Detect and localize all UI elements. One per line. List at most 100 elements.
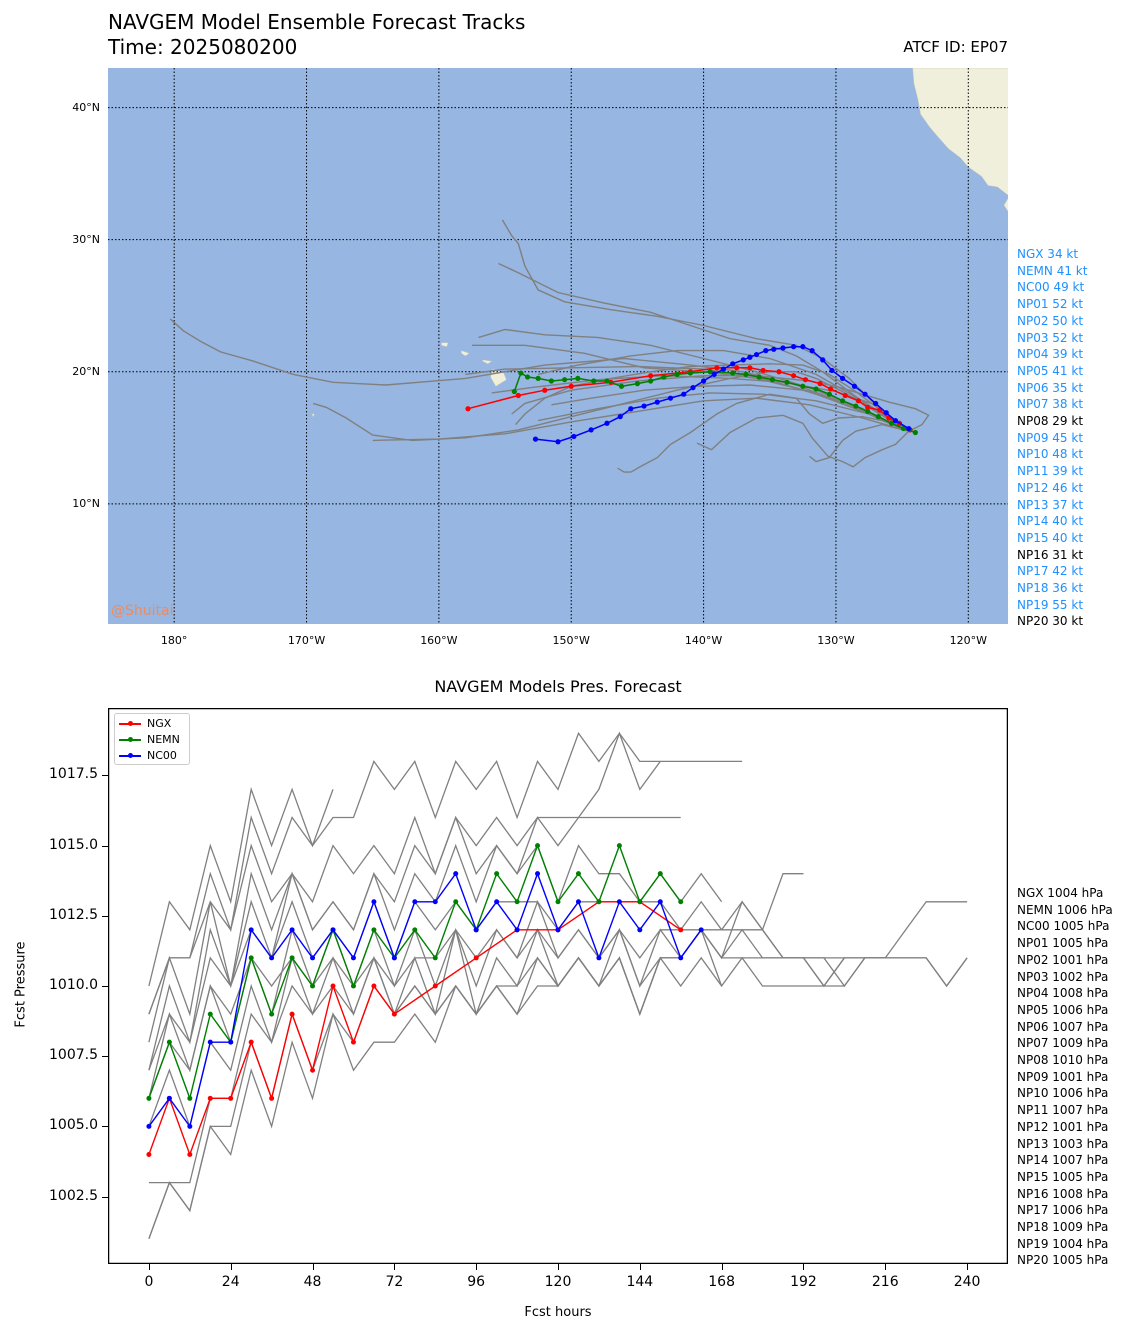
pressure-list-item: NP19 1004 hPa [1017,1236,1109,1251]
x-tick-mark [230,1264,232,1270]
intensity-list-item: NP07 38 kt [1017,397,1084,412]
track-point-nc00 [571,433,577,440]
point-nc00 [535,871,541,877]
map-lon-label: 150°W [552,634,590,647]
track-point-ngx [568,383,574,389]
point-nc00 [494,899,500,905]
track-member [551,384,910,432]
point-nemn [310,983,316,989]
y-tick-mark [102,1056,108,1058]
x-tick-mark [476,1264,478,1270]
legend-swatch [119,753,141,758]
point-nc00 [330,927,336,933]
track-point-nemn [604,378,610,384]
track-point-nemn [661,374,667,380]
track-point-nc00 [641,403,647,409]
track-point-nemn [813,386,819,392]
y-tick-mark [102,986,108,987]
x-tick-mark [148,1264,150,1270]
point-nc00 [289,927,295,933]
point-nc00 [432,899,438,905]
track-point-nemn [648,378,654,384]
track-point-ngx [842,392,848,399]
track-point-nemn [756,374,762,380]
pressure-list-item: NP02 1001 hPa [1017,952,1109,967]
point-nc00 [166,1095,172,1101]
pressure-list-item: NP14 1007 hPa [1017,1153,1109,1168]
land-baja [1003,197,1008,212]
track-point-nc00 [747,354,753,360]
intensity-list-item: NP12 46 kt [1017,480,1084,495]
point-nc00 [412,899,418,905]
series-member [148,731,743,1015]
y-tick-label: 1010.0 [49,977,98,993]
track-point-ngx [776,369,782,375]
track-point-nc00 [667,395,674,401]
point-nemn [350,983,356,989]
track-point-ngx [828,386,834,392]
track-point-nc00 [690,385,696,391]
x-tick-label: 144 [626,1274,654,1290]
x-tick-label: 192 [790,1274,817,1290]
point-nc00 [616,899,622,905]
watermark: @Shuitai [111,603,174,619]
point-nemn [494,871,500,877]
point-ngx [350,1039,356,1045]
legend-marker [128,737,133,742]
y-tick-label: 1017.5 [49,766,98,783]
track-point-nc00 [617,414,623,420]
x-tick-label: 120 [544,1274,572,1290]
track-member [809,423,909,463]
pressure-list-item: NP12 1001 hPa [1017,1119,1109,1134]
track-member [696,414,910,468]
track-point-nemn [634,381,641,387]
track-point-nc00 [700,378,707,384]
point-nc00 [698,927,704,933]
point-nemn [453,899,459,905]
point-nc00 [575,899,581,905]
point-nc00 [207,1039,213,1045]
x-tick-mark [558,1264,559,1270]
pressure-list-item: NP05 1006 hPa [1017,1002,1109,1017]
pressure-list-item: NP01 1005 hPa [1017,936,1109,951]
intensity-list-item: NP19 55 kt [1017,597,1084,612]
intensity-list-item: NP15 40 kt [1017,530,1084,545]
pressure-x-axis-label: Fcst hours [524,1305,592,1320]
pressure-list-item: NP06 1007 hPa [1017,1019,1109,1034]
track-point-nemn [900,425,907,432]
land-california-coast [912,68,1008,196]
point-nc00 [269,955,275,961]
legend-entry: NGX [119,717,171,731]
point-nemn [371,927,377,933]
intensity-list-item: NGX 34 kt [1017,247,1079,261]
track-point-nc00 [730,361,736,367]
point-nemn [146,1095,152,1101]
point-ngx [146,1151,152,1157]
pressure-chart [108,708,1008,1264]
track-point-ngx [542,387,548,393]
point-nemn [535,843,541,849]
point-ngx [207,1095,213,1101]
point-nemn [187,1095,193,1101]
y-tick-label: 1005.0 [49,1117,98,1134]
track-point-nemn [875,414,881,420]
pressure-list-item: NGX 1004 hPa [1017,886,1104,900]
track-point-nemn [518,370,524,376]
track-point-nc00 [654,399,660,405]
track-point-ngx [817,381,823,387]
land-johnston [311,413,315,418]
track-point-nc00 [800,344,806,350]
intensity-list-item: NP02 50 kt [1017,313,1084,328]
point-ngx [269,1095,275,1101]
x-tick-label: 72 [385,1274,404,1290]
track-point-nemn [562,377,568,383]
track-point-nemn [730,370,736,376]
y-tick-mark [102,775,108,777]
map-lon-label: 180° [160,634,188,647]
intensity-list-item: NP13 37 kt [1017,497,1084,512]
point-nc00 [514,927,520,933]
x-tick-label: 24 [221,1274,240,1290]
track-point-ngx [802,377,809,383]
intensity-list-item: NP09 45 kt [1017,430,1084,445]
track-nc00 [535,345,910,443]
